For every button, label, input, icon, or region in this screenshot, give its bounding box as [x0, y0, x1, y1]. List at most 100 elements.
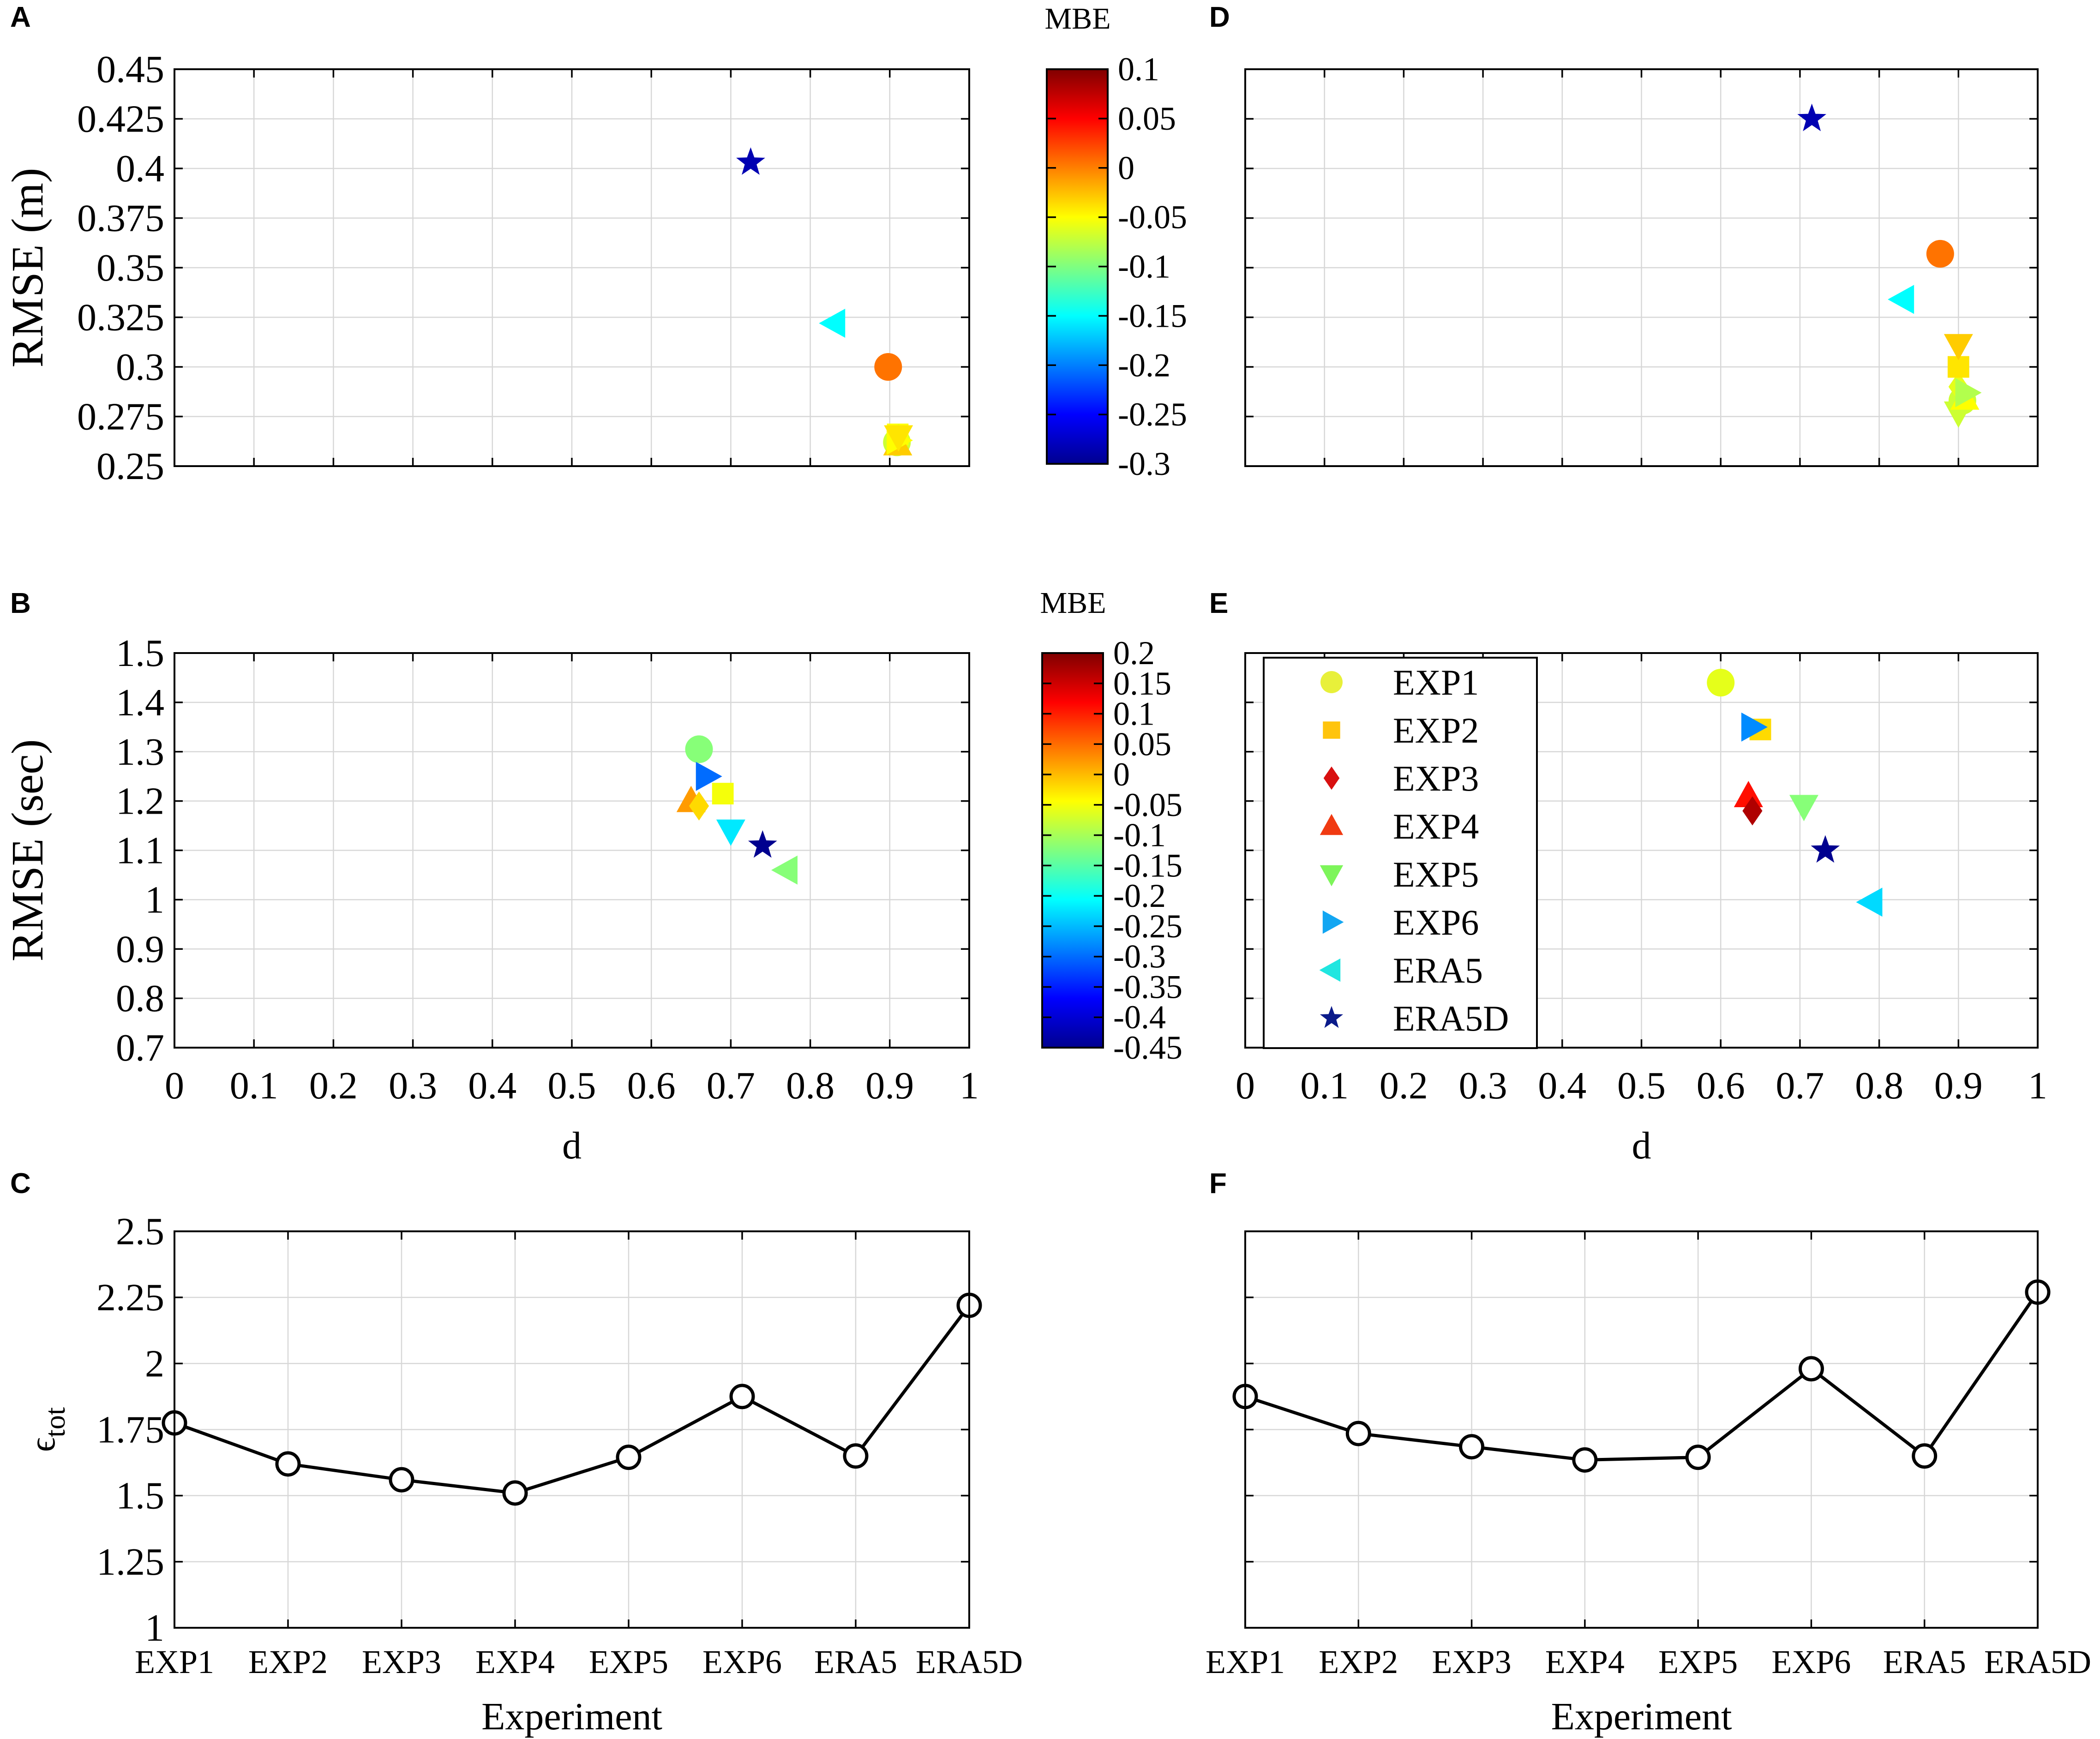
colorbar-tick-label: 0.05: [1113, 726, 1171, 762]
plot-frame: [174, 68, 970, 467]
data-point-era5: [1888, 285, 1914, 314]
colorbar-tick-label: -0.15: [1113, 847, 1182, 884]
y-tick-label: 0.325: [77, 296, 164, 339]
series-line: [174, 1304, 971, 1495]
data-point-era5: [771, 855, 798, 885]
data-point-exp4: [1734, 780, 1763, 807]
x-tick-label: EXP6: [1771, 1643, 1851, 1680]
colorbar-a-title: MBE: [1044, 2, 1110, 36]
x-tick-label: 0.4: [1538, 1064, 1586, 1107]
data-point-exp5: [616, 1445, 642, 1470]
colorbar-tick-label: 0.15: [1113, 665, 1171, 702]
x-axis-label: d: [1632, 1124, 1651, 1167]
colorbar-tick-label: -0.35: [1113, 968, 1182, 1005]
data-point-exp5: [1944, 334, 1973, 360]
y-tick-label: 1.2: [116, 780, 164, 823]
x-tick-label: 0.9: [865, 1064, 914, 1107]
x-tick-label: EXP3: [362, 1643, 441, 1680]
y-tick-label: 0.275: [77, 396, 164, 438]
legend-label-exp5: EXP5: [1393, 854, 1479, 894]
data-point-exp2: [1345, 1421, 1371, 1446]
legend-label-exp2: EXP2: [1393, 710, 1479, 750]
colorbar-tick-label: -0.15: [1118, 297, 1187, 334]
colorbar-tick-label: -0.4: [1113, 999, 1166, 1036]
legend-label-era5: ERA5: [1393, 950, 1483, 990]
data-point-exp1: [1707, 669, 1735, 697]
legend-label-era5d: ERA5D: [1393, 998, 1509, 1038]
y-tick-label: 2: [145, 1342, 164, 1385]
colorbar-a-gradient: [1046, 68, 1109, 465]
x-tick-label: EXP4: [475, 1643, 555, 1680]
y-tick-label: 1.25: [96, 1541, 164, 1583]
data-point-era5d: [748, 830, 777, 858]
colorbar-b-gradient: [1041, 652, 1104, 1049]
y-tick-label: 1.75: [96, 1409, 164, 1451]
y-tick-label: 1.5: [116, 1475, 164, 1517]
colorbar-tick-label: 0.05: [1118, 100, 1176, 137]
y-axis-label-main: RMSE (sec): [3, 739, 53, 962]
y-axis-label: ϵtot: [22, 1407, 71, 1452]
legend-box: [1263, 657, 1538, 1049]
legend-marker-exp4: [1320, 814, 1344, 835]
colorbar-tick-label: -0.05: [1118, 199, 1187, 236]
x-tick-label: EXP4: [1545, 1643, 1625, 1680]
y-tick-label: 0.8: [116, 977, 164, 1020]
x-tick-label: EXP5: [589, 1643, 668, 1680]
data-point-exp5: [1789, 795, 1818, 822]
colorbar-tick-label: 0: [1118, 150, 1134, 186]
colorbar-b: MBE -0.45-0.4-0.35-0.3-0.25-0.2-0.15-0.1…: [1040, 586, 1182, 1066]
panel-label: F: [1209, 1168, 1227, 1199]
colorbar-tick-label: 0.2: [1113, 635, 1155, 672]
x-tick-label: EXP5: [1658, 1643, 1738, 1680]
x-tick-label: 0.8: [1855, 1064, 1903, 1107]
data-point-exp6: [729, 1384, 755, 1409]
x-tick-label: EXP1: [135, 1643, 214, 1680]
y-tick-label: 0.7: [116, 1026, 164, 1069]
x-tick-label: 1: [2028, 1064, 2047, 1107]
y-axis-label-main: RMSE (m): [3, 168, 53, 368]
x-tick-label: EXP3: [1432, 1643, 1512, 1680]
data-point-era5d: [1811, 835, 1840, 863]
colorbar-tick-label: -0.25: [1118, 396, 1187, 433]
legend-label-exp4: EXP4: [1393, 806, 1479, 846]
y-tick-label: 0.25: [96, 445, 164, 488]
panel-label: E: [1209, 588, 1228, 619]
data-point-exp3: [389, 1467, 414, 1493]
panel-a-rmse-m: A 0.25 0.275 0.3 0.325 0.35 0.375 0.4 0.425 0.45 R…: [3, 1, 970, 488]
data-point-exp2: [712, 783, 734, 804]
colorbar-tick-label: -0.45: [1113, 1029, 1182, 1066]
y-tick-label: 0.35: [96, 246, 164, 289]
x-axis-label: Experiment: [481, 1695, 662, 1738]
y-tick-label: 1.3: [116, 731, 164, 774]
colorbar-tick-label: -0.05: [1113, 786, 1182, 823]
panel-c-epsilon-tot: C 1 1.25 1.5 1.75 2 2.25 2.5 EXP1 EXP2 EXP3 EXP4 EXP…: [10, 1168, 1023, 1738]
panel-b-rmse-sec: B 0.7 0.8 0.9 1 1.1 1.2 1.3 1.4 1.5 0 0.1 0.2 0.3 0.4 0…: [3, 588, 979, 1167]
data-point-exp5: [1685, 1445, 1711, 1470]
plot-frame: [174, 652, 970, 1049]
data-point-exp6: [1798, 1356, 1824, 1382]
y-tick-label: 1: [145, 1607, 164, 1649]
x-tick-label: EXP2: [1319, 1643, 1398, 1680]
data-point-era5: [819, 308, 846, 338]
y-tick-label: 1.1: [116, 829, 164, 872]
x-tick-label: 0: [165, 1064, 184, 1107]
x-tick-label: 0: [1236, 1064, 1255, 1107]
data-point-exp5: [884, 425, 913, 452]
colorbar-tick-label: -0.2: [1118, 347, 1170, 384]
x-tick-label: ERA5: [1883, 1643, 1966, 1680]
x-tick-label: ERA5: [814, 1643, 897, 1680]
x-tick-label: ERA5D: [916, 1643, 1023, 1680]
x-tick-label: 0.2: [309, 1064, 358, 1107]
data-point-era5: [1856, 887, 1883, 917]
data-point-exp4: [1572, 1447, 1598, 1473]
colorbar-tick-label: -0.2: [1113, 877, 1166, 914]
data-point-era5: [1912, 1443, 1938, 1469]
plot-frame: [174, 1230, 970, 1629]
x-tick-label: 0.7: [1776, 1064, 1824, 1107]
x-tick-label: 0.8: [786, 1064, 834, 1107]
x-tick-label: 0.2: [1380, 1064, 1428, 1107]
panel-d-rmse-m: D: [1209, 1, 2039, 467]
x-tick-label: 0.5: [548, 1064, 596, 1107]
legend-marker-era5: [1319, 958, 1341, 982]
